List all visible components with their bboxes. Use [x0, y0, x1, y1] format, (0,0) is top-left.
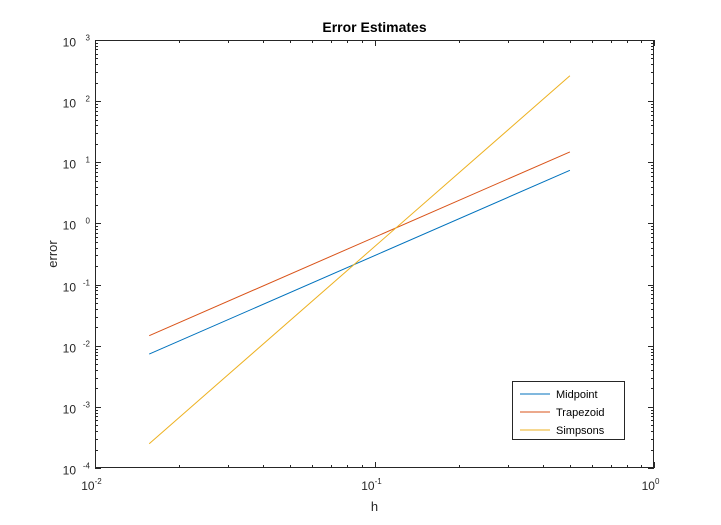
series-line-trapezoid	[148, 151, 571, 337]
y-tick-label: 10 -3	[63, 401, 91, 417]
chart-title: Error Estimates	[322, 19, 426, 35]
legend-label-trapezoid: Trapezoid	[556, 407, 605, 419]
x-axis-label: h	[371, 499, 378, 514]
y-tick-label: 10 3	[63, 34, 91, 50]
x-tick-label: 10-1	[361, 477, 382, 493]
series-layer	[148, 75, 571, 445]
x-tick-label: 10-2	[81, 477, 102, 493]
y-tick-label: 10 -2	[63, 340, 91, 356]
y-tick-label: 10 2	[63, 95, 91, 111]
series-line-simpsons	[148, 75, 571, 445]
x-tick-label: 100	[642, 477, 660, 493]
legend: Midpoint Trapezoid Simpsons	[512, 381, 625, 440]
y-tick-label: 10 -4	[63, 462, 91, 478]
legend-label-simpsons: Simpsons	[556, 425, 605, 437]
y-tick-label: 10 1	[63, 156, 91, 172]
series-line-midpoint	[148, 169, 571, 355]
y-axis-label: error	[45, 240, 60, 268]
y-tick-label: 10 0	[63, 217, 91, 233]
legend-label-midpoint: Midpoint	[556, 389, 598, 401]
plot-frame	[95, 40, 654, 468]
y-tick-label: 10 -1	[63, 279, 91, 295]
